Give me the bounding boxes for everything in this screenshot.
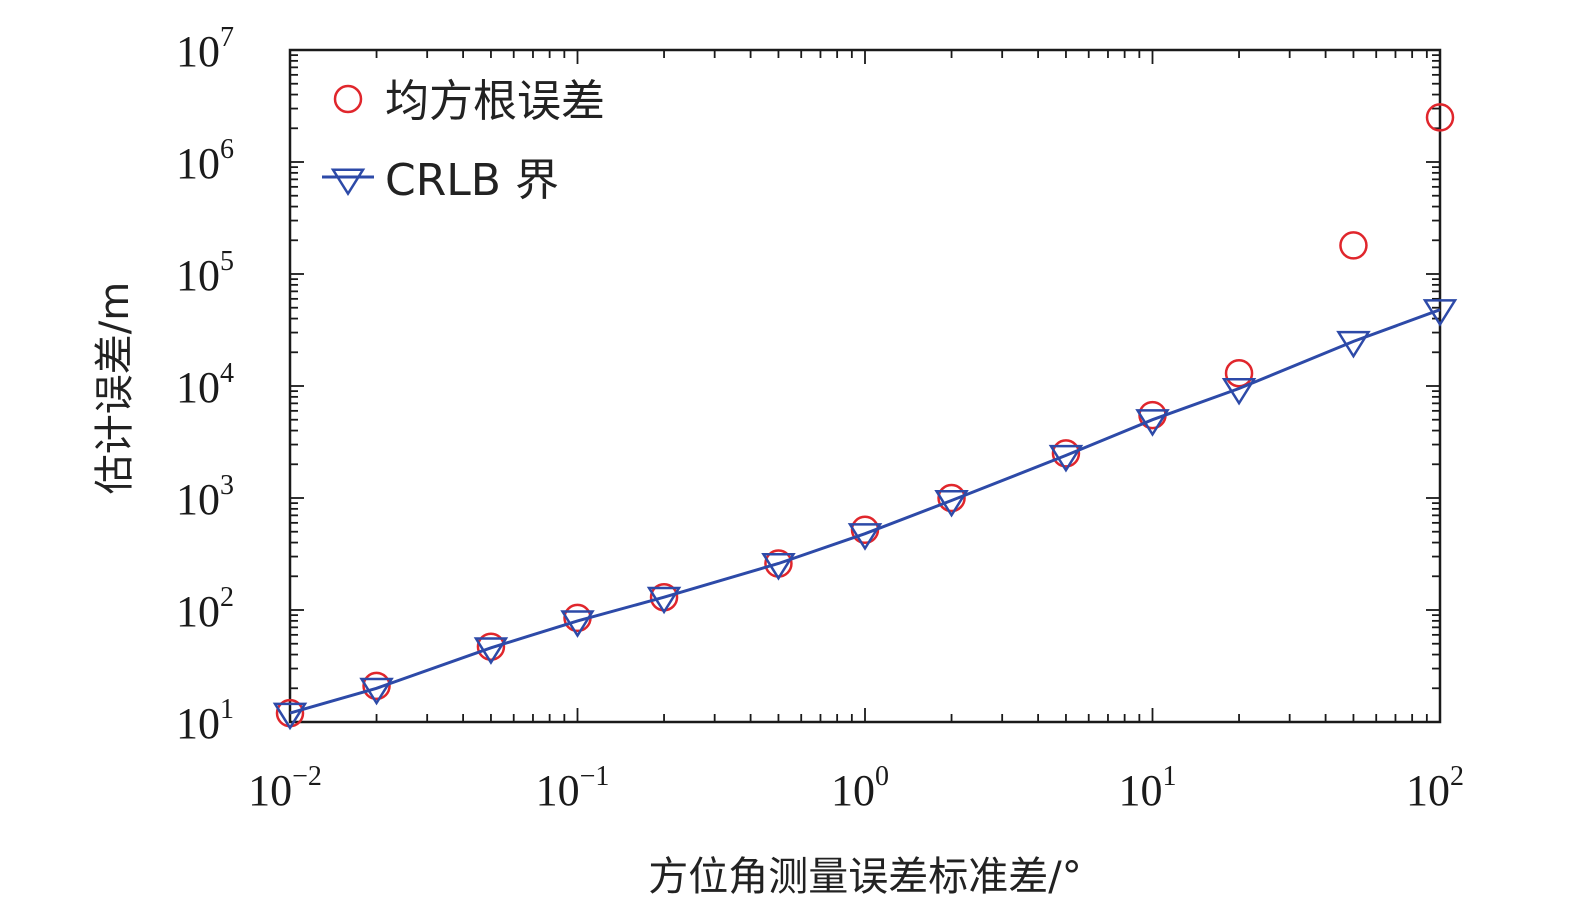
x-tick-label-exponent: 2: [1450, 761, 1464, 792]
y-tick-label-base: 10: [176, 139, 220, 188]
x-tick-label-exponent: 1: [1163, 761, 1177, 792]
y-tick-label-exponent: 1: [220, 694, 234, 725]
y-tick-label-base: 10: [176, 363, 220, 412]
rmse-point: [1224, 358, 1254, 388]
y-tick-label-base: 10: [176, 699, 220, 748]
crlb-point: [1422, 299, 1458, 327]
x-tick-label-exponent: −2: [292, 761, 322, 792]
crlb-point: [761, 552, 796, 581]
y-tick-label-exponent: 2: [220, 582, 234, 613]
x-tick-label-base: 10: [831, 766, 875, 815]
rmse-point: [1051, 439, 1081, 468]
plot-frame: [288, 48, 1442, 724]
crlb-point: [560, 610, 595, 638]
crlb-point: [473, 637, 509, 665]
x-axis-label: 方位角测量误差标准差/°: [648, 854, 1081, 900]
crlb-point: [272, 702, 308, 731]
y-tick-label: 106: [176, 134, 234, 188]
series-crlb: [272, 299, 1458, 731]
crlb-point: [1221, 377, 1257, 406]
minor-ticks: [290, 50, 1440, 722]
y-axis-label: 估计误差/m: [92, 282, 138, 494]
x-tick-label: 102: [1406, 761, 1464, 815]
crlb-point: [847, 523, 883, 551]
y-tick-label-exponent: 4: [220, 358, 234, 389]
x-tick-label: 10−2: [248, 761, 322, 815]
legend-rmse-label: 均方根误差: [385, 76, 605, 127]
series-layer: [272, 103, 1458, 731]
legend-rmse-marker: [333, 84, 363, 114]
x-tick-label-exponent: 0: [875, 761, 889, 792]
y-tick-label-base: 10: [176, 587, 220, 636]
legend-crlb-label: CRLB 界: [385, 155, 559, 206]
axes: [288, 48, 1442, 724]
y-tick-label: 104: [176, 358, 234, 412]
y-tick-label: 103: [176, 470, 234, 524]
crlb-line: [289, 308, 1441, 715]
y-tick-label-exponent: 6: [220, 134, 234, 165]
rmse-point: [476, 632, 506, 661]
x-tick-label-base: 10: [248, 766, 292, 815]
crlb-point: [359, 677, 394, 706]
x-tick-label: 101: [1119, 761, 1177, 815]
x-tick-label: 10−1: [536, 761, 610, 815]
rmse-point: [362, 671, 391, 701]
y-tick-label-exponent: 7: [220, 22, 234, 53]
y-tick-label-base: 10: [176, 27, 220, 76]
x-tick-label-base: 10: [1406, 766, 1450, 815]
crlb-point: [1336, 330, 1371, 359]
y-tick-label-exponent: 5: [220, 246, 234, 277]
x-tick-label-exponent: −1: [580, 761, 610, 792]
y-tick-label: 107: [176, 22, 234, 76]
y-tick-label-base: 10: [176, 475, 220, 524]
crlb-point: [934, 489, 969, 518]
x-tick-label-base: 10: [536, 766, 580, 815]
crlb-point: [1135, 409, 1170, 437]
rmse-point: [1339, 231, 1368, 260]
y-tick-label-exponent: 3: [220, 470, 234, 501]
rmse-point: [937, 483, 966, 513]
crlb-point: [1048, 444, 1084, 473]
y-tick-label: 105: [176, 246, 234, 300]
x-tick-label: 100: [831, 761, 889, 815]
x-tick-label-base: 10: [1119, 766, 1163, 815]
legend-crlb-marker: [330, 168, 366, 197]
rmse-point: [1425, 103, 1455, 132]
y-tick-label-base: 10: [176, 251, 220, 300]
crlb-point: [646, 586, 682, 615]
y-tick-label: 101: [176, 694, 234, 748]
y-tick-label: 102: [176, 582, 234, 636]
legend: 均方根误差 CRLB 界: [322, 76, 605, 206]
